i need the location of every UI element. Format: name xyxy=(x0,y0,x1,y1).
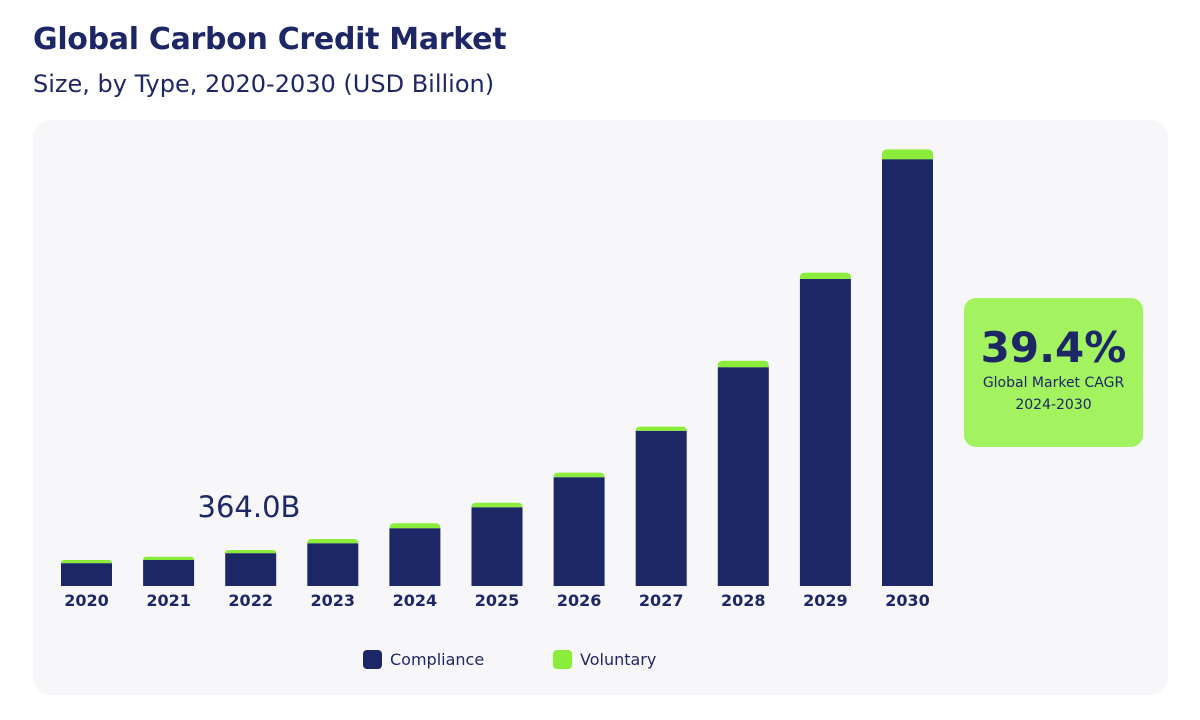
bar-voluntary-2024 xyxy=(389,523,441,529)
x-tick-label-2023: 2023 xyxy=(311,591,356,610)
legend-compliance: Compliance xyxy=(363,650,484,669)
legend-swatch-compliance xyxy=(363,650,382,669)
bar-compliance-2026 xyxy=(553,477,605,586)
data-label-2022: 364.0B xyxy=(198,490,301,524)
legend-label-compliance: Compliance xyxy=(390,650,485,669)
bar-compliance-2030 xyxy=(882,159,933,587)
x-tick-label-2028: 2028 xyxy=(721,591,766,610)
x-tick-label-2024: 2024 xyxy=(393,591,438,610)
bar-compliance-2027 xyxy=(635,430,687,586)
bar-compliance-2021 xyxy=(143,559,195,586)
bar-voluntary-2025 xyxy=(471,502,523,508)
bar-compliance-2028 xyxy=(717,367,769,586)
cagr-value: 39.4% xyxy=(980,323,1127,372)
bar-voluntary-2020 xyxy=(61,559,112,564)
cagr-callout: 39.4% Global Market CAGR 2024-2030 xyxy=(964,298,1143,447)
bars-group: 2020 2021 2022 2023 2024 2025 2026 2027 2028 2029… xyxy=(61,149,933,610)
x-tick-label-2021: 2021 xyxy=(146,591,191,610)
bar-compliance-2025 xyxy=(471,507,523,586)
legend-label-voluntary: Voluntary xyxy=(580,650,657,669)
bar-compliance-2024 xyxy=(389,528,441,586)
chart-subtitle: Size, by Type, 2020-2030 (USD Billion) xyxy=(33,70,495,98)
chart-title: Global Carbon Credit Market xyxy=(33,22,507,57)
bar-voluntary-2027 xyxy=(635,426,687,431)
bar-compliance-2020 xyxy=(61,563,112,586)
bar-compliance-2029 xyxy=(799,279,851,586)
x-tick-label-2026: 2026 xyxy=(557,591,602,610)
bar-compliance-2022 xyxy=(225,553,277,586)
x-tick-label-2025: 2025 xyxy=(475,591,520,610)
bar-compliance-2023 xyxy=(307,543,359,586)
bar-voluntary-2023 xyxy=(307,539,359,544)
legend-swatch-voluntary xyxy=(553,650,572,669)
x-tick-label-2029: 2029 xyxy=(803,591,848,610)
x-tick-label-2022: 2022 xyxy=(228,591,273,610)
bar-voluntary-2022 xyxy=(225,550,277,554)
cagr-period: 2024-2030 xyxy=(1015,397,1092,413)
bar-voluntary-2028 xyxy=(717,360,769,368)
bar-voluntary-2029 xyxy=(799,272,851,280)
x-tick-label-2030: 2030 xyxy=(885,591,930,610)
cagr-label: Global Market CAGR xyxy=(982,375,1125,391)
x-tick-label-2027: 2027 xyxy=(639,591,684,610)
x-tick-label-2020: 2020 xyxy=(64,591,109,610)
bar-voluntary-2030 xyxy=(882,149,933,160)
bar-voluntary-2026 xyxy=(553,472,605,478)
bar-voluntary-2021 xyxy=(143,556,195,560)
legend-voluntary: Voluntary xyxy=(553,650,656,669)
